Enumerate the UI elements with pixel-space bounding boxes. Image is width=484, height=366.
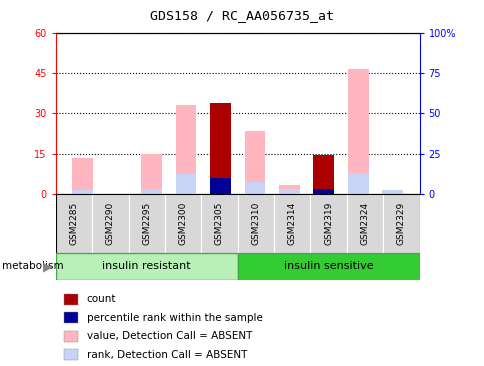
Text: count: count [87,294,116,304]
Bar [175,174,196,194]
Bar [128,194,165,253]
Bar [56,253,237,280]
Text: percentile rank within the sample: percentile rank within the sample [87,313,262,323]
Bar [56,194,419,253]
Bar [310,194,346,253]
Text: ▶: ▶ [43,260,52,273]
Bar [347,172,368,194]
Bar [382,194,419,253]
Bar [72,190,93,194]
Bar [92,194,128,253]
Text: insulin sensitive: insulin sensitive [283,261,373,271]
Text: GSM2319: GSM2319 [323,202,333,245]
Bar [56,194,92,253]
Text: GDS158 / RC_AA056735_at: GDS158 / RC_AA056735_at [150,9,334,22]
Bar [347,69,368,194]
Bar [141,154,162,194]
Text: GSM2300: GSM2300 [178,202,187,245]
Bar [64,330,78,342]
Text: GSM2324: GSM2324 [360,202,369,245]
Bar [210,178,230,194]
Text: GSM2314: GSM2314 [287,202,296,245]
Text: GSM2285: GSM2285 [69,202,78,245]
Bar [141,188,162,194]
Bar [278,188,299,194]
Bar [237,194,273,253]
Bar [273,194,310,253]
Text: GSM2329: GSM2329 [396,202,405,245]
Text: value, Detection Call = ABSENT: value, Detection Call = ABSENT [87,331,252,341]
Text: insulin resistant: insulin resistant [102,261,191,271]
Bar [346,194,382,253]
Bar [72,158,93,194]
Text: rank, Detection Call = ABSENT: rank, Detection Call = ABSENT [87,350,246,360]
Bar [278,184,299,194]
Bar [381,190,402,194]
Bar [313,155,333,194]
Bar [64,312,78,323]
Bar [175,105,196,194]
Bar [64,349,78,361]
Bar [244,182,265,194]
Bar [244,131,265,194]
Bar [237,253,419,280]
Bar [313,187,333,194]
Text: GSM2310: GSM2310 [251,202,260,245]
Text: metabolism: metabolism [2,261,64,272]
Text: GSM2295: GSM2295 [142,202,151,245]
Text: GSM2290: GSM2290 [106,202,115,245]
Bar [313,188,333,194]
Bar [64,294,78,305]
Bar [165,194,201,253]
Bar [201,194,237,253]
Bar [210,103,230,194]
Text: GSM2305: GSM2305 [214,202,224,245]
